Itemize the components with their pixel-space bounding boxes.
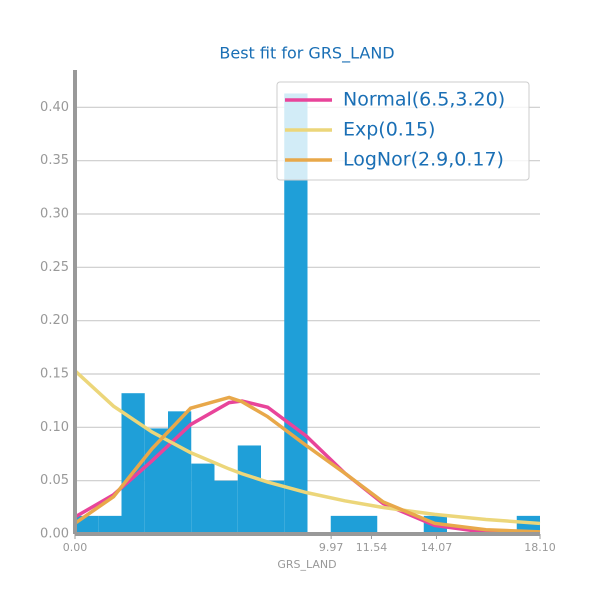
legend-label: Normal(6.5,3.20) [343, 89, 505, 111]
y-tick-label: 0.00 [40, 527, 69, 542]
bar [214, 480, 238, 534]
bar [261, 480, 285, 534]
y-tick-label: 0.35 [40, 153, 69, 168]
legend-label: Exp(0.15) [343, 119, 435, 141]
x-tick-label: 9.97 [319, 541, 344, 554]
y-tick-label: 0.30 [40, 207, 69, 222]
fit-line [74, 395, 541, 534]
y-tick-label: 0.20 [40, 313, 69, 328]
y-tick-label: 0.25 [40, 260, 69, 275]
x-tick-label: 14.07 [421, 541, 453, 554]
x-tick-label: 11.54 [356, 541, 388, 554]
bar [75, 515, 99, 534]
bar [98, 515, 122, 534]
y-tick-label: 0.05 [40, 473, 69, 488]
x-axis-label: GRS_LAND [277, 558, 336, 571]
y-tick-label: 0.40 [40, 100, 69, 115]
bar [144, 428, 168, 534]
fit-line [73, 369, 541, 526]
bar [191, 463, 215, 534]
bar [121, 393, 145, 534]
bar [354, 515, 378, 534]
bar [237, 445, 261, 534]
chart-title: Best fit for GRS_LAND [219, 44, 394, 64]
legend-label: LogNor(2.9,0.17) [343, 149, 504, 171]
bar [330, 515, 354, 534]
legend-box [276, 81, 530, 181]
y-tick-label: 0.15 [40, 367, 69, 382]
y-tick-label: 0.10 [40, 420, 69, 435]
x-tick-label: 0.00 [63, 541, 88, 554]
x-tick-label: 18.10 [524, 541, 556, 554]
fit-line [74, 399, 541, 536]
